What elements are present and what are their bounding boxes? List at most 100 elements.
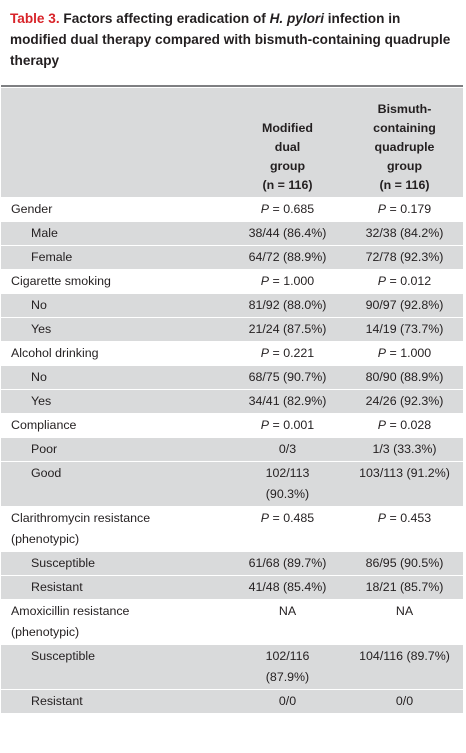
subgroup-label: No — [1, 294, 229, 318]
value-line: 1/3 (33.3%) — [346, 439, 463, 460]
bismuth-quadruple-value: 24/26 (92.3%) — [346, 390, 463, 414]
value-line: P = 1.000 — [229, 271, 346, 292]
value-text: 68/75 (90.7%) — [248, 370, 327, 384]
p-symbol: P — [377, 346, 387, 360]
value-text: 38/44 (86.4%) — [248, 226, 327, 240]
label-line: Male — [31, 226, 58, 240]
value-line: NA — [346, 601, 463, 622]
header-bismuth-quadruple: Bismuth- containing quadruple group (n =… — [346, 88, 463, 198]
value-line: (90.3%) — [229, 484, 346, 505]
label-line: Resistant — [31, 694, 83, 708]
table-row: Resistant 0/0 0/0 — [1, 689, 463, 713]
value-text: = 0.012 — [389, 274, 432, 288]
bismuth-quadruple-value: 103/113 (91.2%) — [346, 462, 463, 507]
modified-dual-value: NA — [229, 600, 346, 645]
label-line: Yes — [31, 322, 52, 336]
table-row: Female 64/72 (88.9%) 72/78 (92.3%) — [1, 245, 463, 270]
bismuth-quadruple-value: 14/19 (73.7%) — [346, 318, 463, 342]
value-line: 24/26 (92.3%) — [346, 391, 463, 412]
value-text: 90/97 (92.8%) — [365, 298, 444, 312]
bismuth-quadruple-value: P = 0.028 — [346, 414, 463, 438]
label-line: Good — [31, 466, 62, 480]
label-line: Amoxicillin resistance — [11, 604, 130, 618]
label-line: (phenotypic) — [11, 625, 80, 639]
table-row: Male 38/44 (86.4%) 32/38 (84.2%) — [1, 221, 463, 246]
label-line: Susceptible — [31, 649, 96, 663]
value-text: 14/19 (73.7%) — [365, 322, 444, 336]
value-line: 80/90 (88.9%) — [346, 367, 463, 388]
factor-label: Amoxicillin resistance (phenotypic) — [1, 600, 229, 645]
value-text: 24/26 (92.3%) — [365, 394, 444, 408]
header-line: (n = 116) — [379, 178, 430, 192]
table-row: Good 102/113 (90.3%) 103/113 (91.2%) — [1, 461, 463, 507]
value-text: = 0.485 — [272, 511, 315, 525]
label-line: No — [31, 298, 47, 312]
subgroup-label: Yes — [1, 390, 229, 414]
table-container: Modified dual group (n = 116) Bismuth- c… — [1, 85, 463, 713]
p-symbol: P — [260, 202, 270, 216]
value-text: (87.9%) — [265, 670, 310, 684]
table-row: Cigarette smoking P = 1.000 P = 0.012 — [1, 269, 463, 294]
table-row: Resistant 41/48 (85.4%) 18/21 (85.7%) — [1, 575, 463, 600]
modified-dual-value: 81/92 (88.0%) — [229, 294, 346, 318]
label-line: Alcohol drinking — [11, 346, 99, 360]
value-text: NA — [278, 604, 297, 618]
header-line: (n = 116) — [262, 178, 313, 192]
bismuth-quadruple-value: 32/38 (84.2%) — [346, 222, 463, 246]
value-line: 64/72 (88.9%) — [229, 247, 346, 268]
modified-dual-value: 64/72 (88.9%) — [229, 246, 346, 270]
table-row: Susceptible 61/68 (89.7%) 86/95 (90.5%) — [1, 551, 463, 576]
factor-label: Alcohol drinking — [1, 342, 229, 366]
value-text: = 0.453 — [389, 511, 432, 525]
value-line: 90/97 (92.8%) — [346, 295, 463, 316]
subgroup-label: Female — [1, 246, 229, 270]
table-row: No 81/92 (88.0%) 90/97 (92.8%) — [1, 293, 463, 318]
factor-label: Gender — [1, 198, 229, 222]
value-line: 68/75 (90.7%) — [229, 367, 346, 388]
value-line: P = 0.012 — [346, 271, 463, 292]
value-line: 72/78 (92.3%) — [346, 247, 463, 268]
label-line: (phenotypic) — [11, 532, 80, 546]
table-title-part1: Factors affecting eradication of — [63, 11, 266, 26]
value-text: 80/90 (88.9%) — [365, 370, 444, 384]
value-line: 32/38 (84.2%) — [346, 223, 463, 244]
table-row: Gender P = 0.685 P = 0.179 — [1, 197, 463, 222]
modified-dual-value: 102/116 (87.9%) — [229, 645, 346, 690]
label-line: Susceptible — [31, 556, 96, 570]
p-symbol: P — [377, 418, 387, 432]
subgroup-label: Susceptible — [1, 645, 229, 690]
label-line: Gender — [11, 202, 53, 216]
table-row: No 68/75 (90.7%) 80/90 (88.9%) — [1, 365, 463, 390]
bismuth-quadruple-value: P = 0.453 — [346, 507, 463, 552]
p-symbol: P — [260, 418, 270, 432]
table-row: Yes 34/41 (82.9%) 24/26 (92.3%) — [1, 389, 463, 414]
value-line: 104/116 (89.7%) — [346, 646, 463, 667]
value-text: 21/24 (87.5%) — [248, 322, 327, 336]
value-text: = 0.001 — [272, 418, 315, 432]
value-line: P = 0.453 — [346, 508, 463, 529]
modified-dual-value: 41/48 (85.4%) — [229, 576, 346, 600]
value-line: 81/92 (88.0%) — [229, 295, 346, 316]
header-line: dual — [274, 140, 301, 154]
value-text: = 0.028 — [389, 418, 432, 432]
value-text: = 1.000 — [389, 346, 432, 360]
value-line: 18/21 (85.7%) — [346, 577, 463, 598]
table-row: Susceptible 102/116 (87.9%) 104/116 (89.7%) — [1, 644, 463, 690]
table-caption: Table 3. Factors affecting eradication o… — [10, 8, 458, 71]
value-text: 102/116 — [265, 649, 310, 663]
p-symbol: P — [377, 274, 387, 288]
bismuth-quadruple-value: P = 0.012 — [346, 270, 463, 294]
table-row: Clarithromycin resistance (phenotypic) P =… — [1, 506, 463, 552]
value-text: 41/48 (85.4%) — [248, 580, 327, 594]
bismuth-quadruple-value: P = 0.179 — [346, 198, 463, 222]
table-row: Amoxicillin resistance (phenotypic) NA NA — [1, 599, 463, 645]
header-line: containing — [373, 121, 436, 135]
bismuth-quadruple-value: NA — [346, 600, 463, 645]
label-line: No — [31, 370, 47, 384]
label-line: Poor — [31, 442, 58, 456]
table-label: Table 3. — [10, 11, 60, 26]
subgroup-label: Poor — [1, 438, 229, 462]
value-text: 72/78 (92.3%) — [365, 250, 444, 264]
modified-dual-value: P = 0.221 — [229, 342, 346, 366]
value-line: P = 0.179 — [346, 199, 463, 220]
